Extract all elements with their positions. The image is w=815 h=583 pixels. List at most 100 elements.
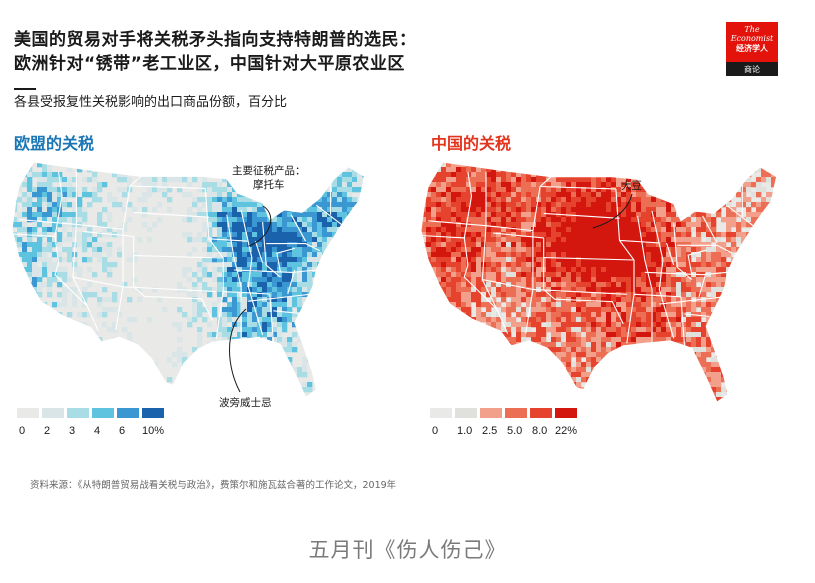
- county-cell: [616, 337, 622, 343]
- county-cell: [626, 232, 632, 238]
- county-cell: [242, 277, 248, 283]
- county-cell: [466, 247, 472, 253]
- county-cell: [247, 312, 253, 318]
- county-cell: [491, 317, 497, 323]
- county-cell: [606, 347, 612, 353]
- county-cell: [97, 232, 103, 238]
- county-cell: [357, 172, 363, 178]
- county-cell: [721, 377, 727, 383]
- county-cell: [556, 222, 562, 228]
- county-cell: [586, 357, 592, 363]
- legend-swatch: [430, 408, 452, 418]
- county-cell: [217, 257, 223, 263]
- county-cell: [631, 322, 637, 328]
- county-cell: [297, 307, 303, 313]
- county-cell: [456, 262, 462, 268]
- county-cell: [446, 252, 452, 258]
- county-cell: [441, 242, 447, 248]
- county-cell: [486, 192, 492, 198]
- county-cell: [741, 232, 747, 238]
- county-cell: [651, 197, 657, 203]
- county-cell: [317, 242, 323, 248]
- county-cell: [541, 332, 547, 338]
- county-cell: [541, 297, 547, 303]
- county-cell: [302, 247, 308, 253]
- county-cell: [451, 257, 457, 263]
- county-cell: [656, 247, 662, 253]
- county-cell: [302, 222, 308, 228]
- county-cell: [441, 257, 447, 263]
- county-cell: [47, 227, 53, 233]
- county-cell: [37, 187, 43, 193]
- county-cell: [327, 212, 333, 218]
- county-cell: [586, 367, 592, 373]
- state-border: [727, 205, 754, 227]
- county-cell: [551, 287, 557, 293]
- county-cell: [97, 257, 103, 263]
- county-cell: [152, 177, 158, 183]
- county-cell: [651, 292, 657, 298]
- county-cell: [556, 362, 562, 368]
- county-cell: [282, 247, 288, 253]
- county-cell: [27, 187, 33, 193]
- county-cell: [207, 232, 213, 238]
- county-cell: [646, 222, 652, 228]
- county-cell: [22, 257, 28, 263]
- county-cell: [471, 172, 477, 178]
- county-cell: [332, 222, 338, 228]
- county-cell: [192, 237, 198, 243]
- county-cell: [461, 287, 467, 293]
- county-cell: [571, 192, 577, 198]
- county-cell: [292, 302, 298, 308]
- county-cell: [197, 302, 203, 308]
- county-cell: [516, 277, 522, 283]
- county-cell: [511, 207, 517, 213]
- county-cell: [591, 307, 597, 313]
- county-cell: [596, 262, 602, 268]
- county-cell: [486, 197, 492, 203]
- county-cell: [257, 327, 263, 333]
- county-cell: [541, 212, 547, 218]
- county-cell: [621, 182, 627, 188]
- county-cell: [461, 242, 467, 248]
- county-cell: [102, 287, 108, 293]
- county-cell: [426, 227, 432, 233]
- county-cell: [701, 247, 707, 253]
- county-cell: [102, 242, 108, 248]
- county-cell: [42, 172, 48, 178]
- county-cell: [641, 232, 647, 238]
- county-cell: [516, 212, 522, 218]
- county-cell: [546, 192, 552, 198]
- county-cell: [716, 292, 722, 298]
- state-border: [223, 291, 270, 295]
- state-border: [651, 210, 675, 339]
- county-cell: [731, 232, 737, 238]
- county-cell: [17, 212, 23, 218]
- county-cell: [646, 207, 652, 213]
- county-cell: [486, 182, 492, 188]
- county-cell: [481, 292, 487, 298]
- county-cell: [586, 332, 592, 338]
- county-cell: [232, 237, 238, 243]
- county-cell: [751, 222, 757, 228]
- county-cell: [766, 192, 772, 198]
- county-cell: [571, 207, 577, 213]
- county-cell: [451, 182, 457, 188]
- county-cell: [461, 227, 467, 233]
- county-cell: [237, 242, 243, 248]
- county-cell: [516, 222, 522, 228]
- county-cell: [626, 297, 632, 303]
- county-cell: [581, 332, 587, 338]
- county-cell: [302, 212, 308, 218]
- county-cell: [47, 172, 53, 178]
- county-cell: [696, 242, 702, 248]
- county-cell: [541, 202, 547, 208]
- county-cell: [711, 272, 717, 278]
- county-cell: [207, 222, 213, 228]
- county-cell: [701, 217, 707, 223]
- county-cell: [576, 377, 582, 383]
- county-cell: [272, 217, 278, 223]
- county-cell: [272, 287, 278, 293]
- county-cell: [87, 232, 93, 238]
- county-cell: [421, 212, 427, 218]
